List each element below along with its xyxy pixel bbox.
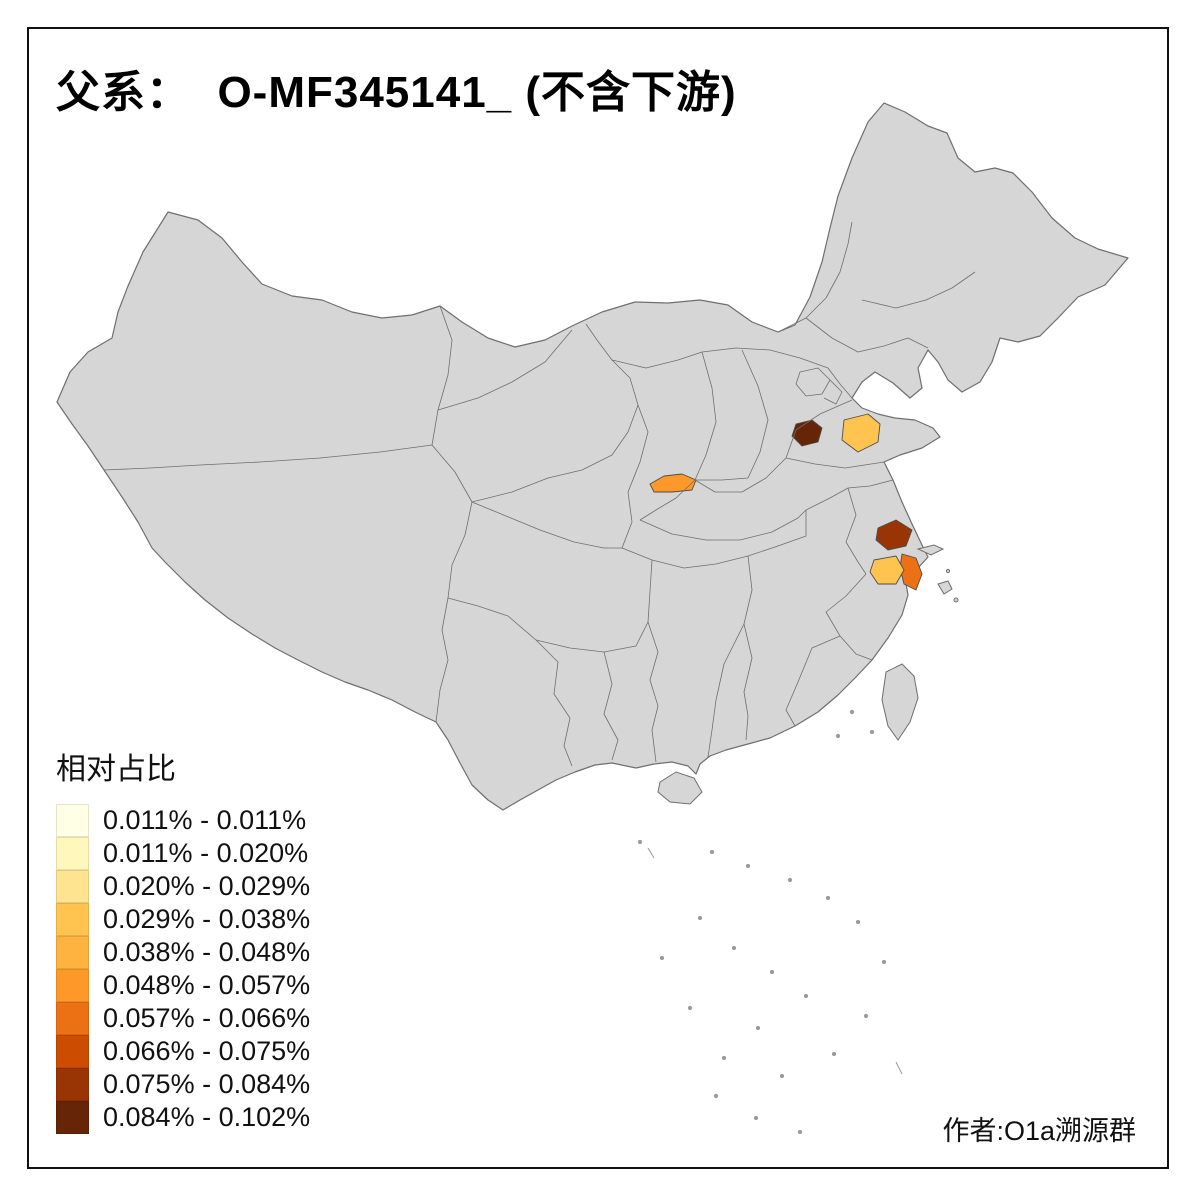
legend-label: 0.075% - 0.084%	[103, 1069, 311, 1099]
highlighted-regions	[649, 413, 923, 591]
legend-row: 0.011% - 0.020%	[56, 837, 310, 870]
small-island	[945, 568, 951, 574]
legend-swatch	[56, 837, 89, 870]
legend-swatch	[56, 1002, 89, 1035]
legend-row: 0.011% - 0.011%	[56, 804, 310, 837]
legend-title: 相对占比	[56, 753, 176, 786]
legend-row: 0.038% - 0.048%	[56, 936, 310, 969]
legend-label: 0.020% - 0.029%	[103, 871, 311, 901]
credit: 作者:O1a溯源群	[942, 1116, 1136, 1146]
legend-label: 0.066% - 0.075%	[103, 1036, 311, 1066]
legend-label: 0.029% - 0.038%	[103, 904, 311, 934]
highlight-region-1	[791, 419, 823, 447]
highlight-region-3	[649, 473, 697, 493]
islands	[657, 544, 959, 805]
legend-label: 0.057% - 0.066%	[103, 1003, 311, 1033]
hainan-island	[657, 771, 703, 805]
taiwan-island	[881, 663, 919, 741]
mainland-outline	[56, 102, 1129, 811]
zhoushan-island	[937, 580, 953, 595]
highlight-region-2	[841, 413, 881, 453]
legend-swatch	[56, 903, 89, 936]
legend-row: 0.029% - 0.038%	[56, 903, 310, 936]
legend-swatch	[56, 870, 89, 903]
legend-swatch	[56, 969, 89, 1002]
legend-label: 0.084% - 0.102%	[103, 1102, 311, 1132]
legend-row: 0.048% - 0.057%	[56, 969, 310, 1002]
chongming-island	[916, 544, 945, 556]
legend-label: 0.011% - 0.020%	[103, 838, 309, 868]
legend-swatch	[56, 936, 89, 969]
legend-label: 0.011% - 0.011%	[103, 805, 307, 835]
legend-label: 0.048% - 0.057%	[103, 970, 311, 1000]
figure-title: 父系： O-MF345141_ (不含下游)	[56, 68, 737, 117]
highlight-region-4	[875, 519, 913, 551]
legend-row: 0.066% - 0.075%	[56, 1035, 310, 1068]
legend: 相对占比 0.011% - 0.011% 0.011% - 0.020% 0.0…	[56, 744, 310, 1134]
sea-islets	[637, 709, 903, 1135]
legend-row: 0.084% - 0.102%	[56, 1101, 310, 1134]
legend-swatch	[56, 1035, 89, 1068]
legend-label: 0.038% - 0.048%	[103, 937, 311, 967]
legend-swatch	[56, 804, 89, 837]
legend-swatch	[56, 1068, 89, 1101]
legend-row: 0.075% - 0.084%	[56, 1068, 310, 1101]
province-borders	[103, 221, 976, 767]
legend-swatch	[56, 1101, 89, 1134]
legend-row: 0.057% - 0.066%	[56, 1002, 310, 1035]
legend-rows: 0.011% - 0.011% 0.011% - 0.020% 0.020% -…	[56, 804, 310, 1134]
small-island	[953, 597, 959, 603]
legend-row: 0.020% - 0.029%	[56, 870, 310, 903]
highlight-region-6	[869, 555, 905, 585]
